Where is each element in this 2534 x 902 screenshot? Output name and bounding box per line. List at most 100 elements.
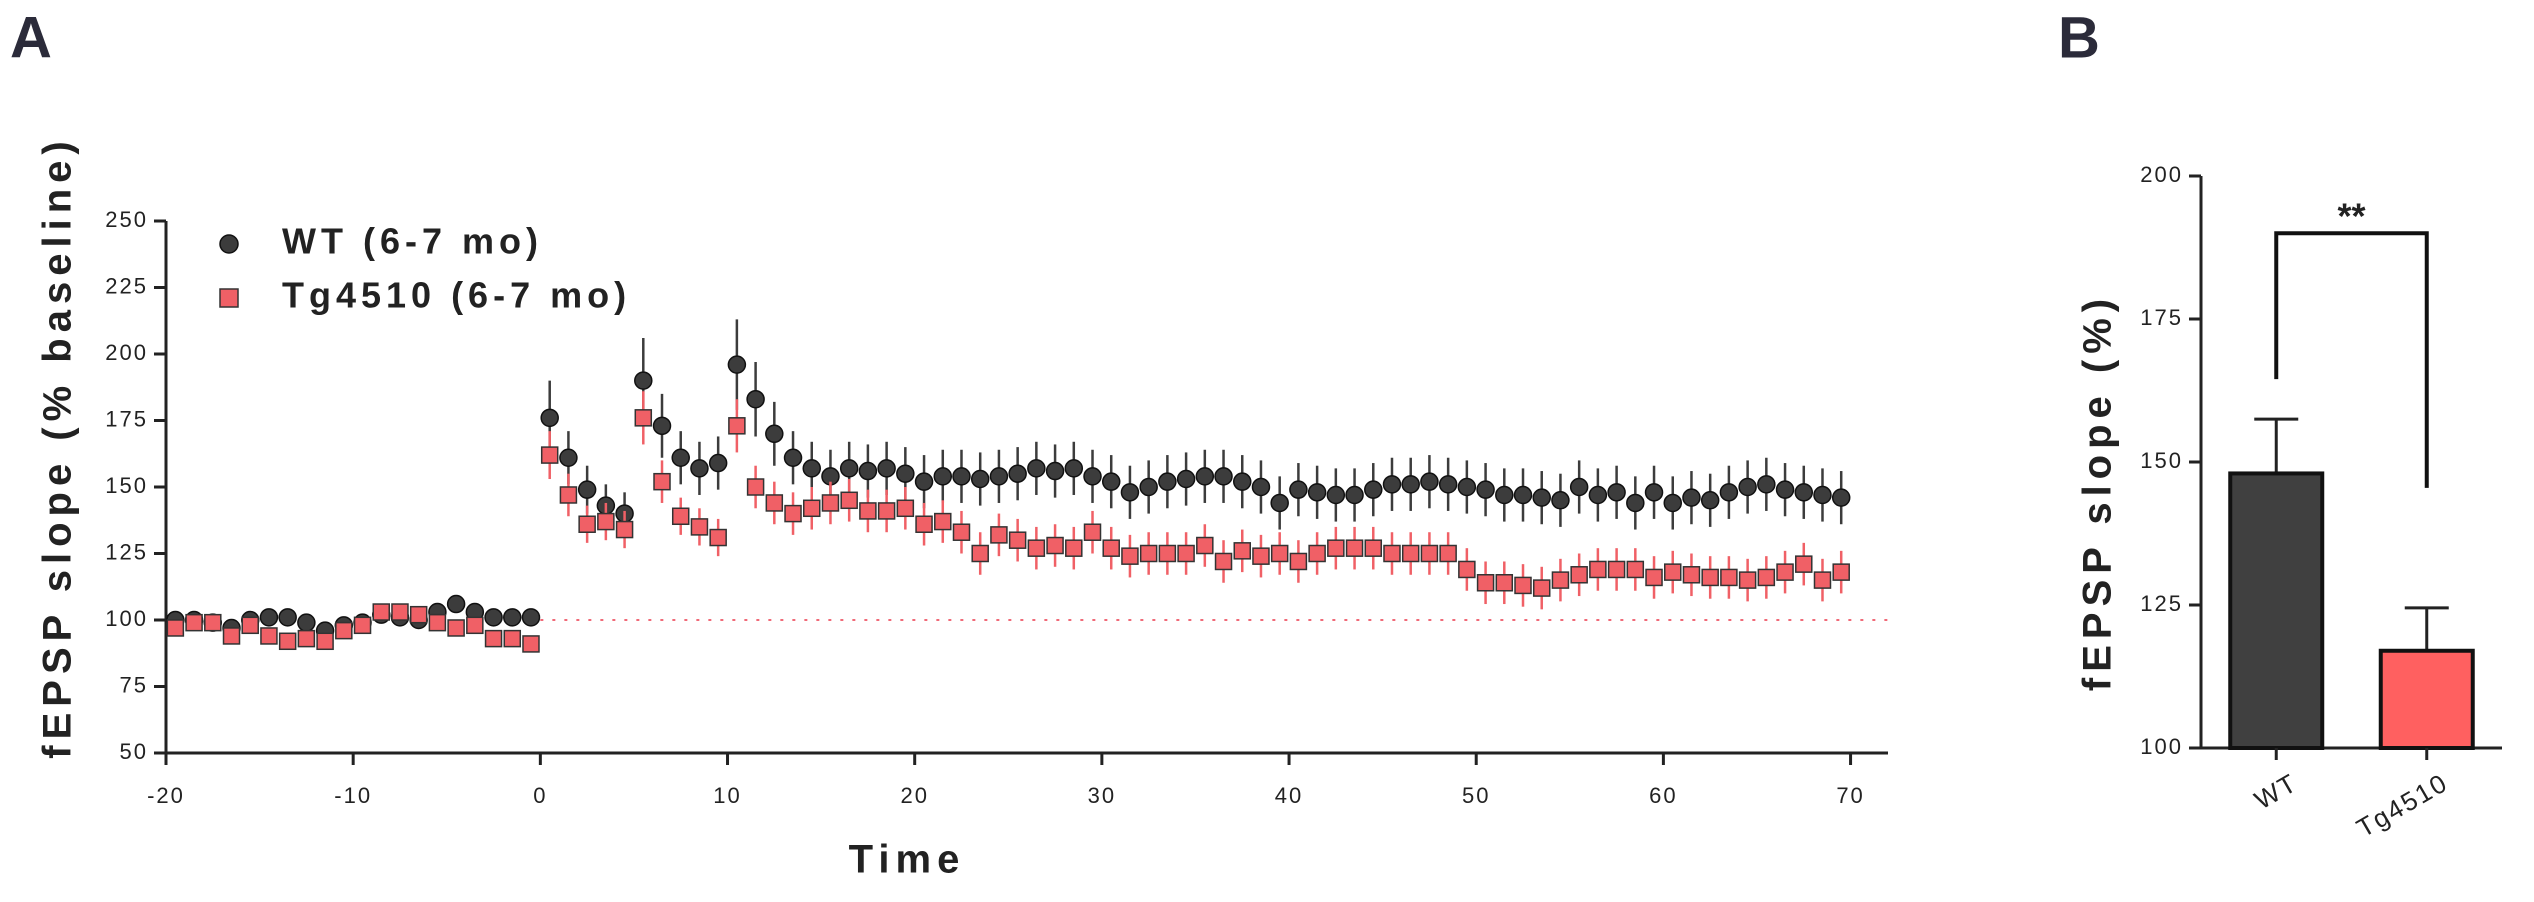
marker — [335, 621, 353, 640]
marker — [1757, 568, 1776, 587]
marker — [1700, 491, 1720, 510]
marker — [821, 494, 840, 512]
marker — [1083, 523, 1102, 541]
marker — [1831, 488, 1851, 507]
marker — [1476, 574, 1495, 592]
panel-label: B — [2058, 5, 2100, 70]
y-tick-label: 75 — [120, 672, 148, 697]
marker — [952, 523, 971, 541]
marker — [446, 594, 466, 614]
y-tick-label: 150 — [2140, 448, 2183, 473]
marker — [1476, 480, 1495, 499]
y-tick-label: 175 — [2140, 305, 2183, 330]
marker — [259, 608, 279, 627]
legend-marker — [219, 288, 239, 308]
marker — [1326, 485, 1346, 505]
marker — [1607, 560, 1626, 579]
marker — [1345, 485, 1364, 505]
marker — [1214, 552, 1233, 571]
y-tick-label: 150 — [105, 473, 148, 498]
marker — [1738, 477, 1757, 497]
x-tick-label: 40 — [1275, 783, 1303, 808]
marker — [652, 416, 672, 436]
y-tick-label: 100 — [2140, 734, 2183, 759]
legend-label: WT (6-7 mo) — [282, 221, 543, 262]
marker — [1158, 544, 1177, 563]
marker — [1626, 560, 1645, 579]
bar — [2228, 471, 2325, 750]
marker — [1327, 539, 1345, 557]
marker — [1570, 566, 1588, 584]
x-axis-label: Time — [849, 838, 966, 882]
marker — [765, 424, 784, 444]
marker — [597, 512, 615, 531]
marker — [503, 629, 522, 648]
marker — [1532, 488, 1551, 507]
marker — [1120, 483, 1140, 502]
marker — [1738, 571, 1757, 589]
marker — [1701, 568, 1719, 587]
marker — [166, 619, 185, 637]
marker — [1308, 544, 1326, 563]
marker — [1420, 544, 1439, 563]
marker — [1514, 576, 1532, 595]
marker — [1008, 531, 1027, 549]
legend-marker — [219, 234, 239, 254]
marker — [1233, 472, 1252, 491]
marker — [877, 459, 896, 478]
marker — [1457, 477, 1477, 497]
marker — [1307, 483, 1327, 502]
x-tick-label: 10 — [713, 783, 741, 808]
marker — [1121, 547, 1139, 565]
marker — [1139, 544, 1158, 563]
marker — [839, 459, 859, 478]
marker — [1589, 560, 1607, 579]
marker — [466, 616, 484, 635]
marker — [1664, 563, 1682, 581]
marker — [1513, 485, 1533, 505]
y-tick-label: 175 — [105, 406, 148, 431]
marker — [1813, 571, 1832, 589]
marker — [1720, 568, 1738, 587]
marker — [690, 518, 709, 536]
marker — [1401, 544, 1420, 563]
marker — [1813, 485, 1832, 505]
marker — [1139, 477, 1158, 497]
marker — [1364, 480, 1383, 499]
marker — [1495, 485, 1514, 505]
marker — [746, 389, 765, 409]
marker — [1195, 467, 1215, 486]
marker — [934, 512, 952, 531]
x-tick-label: 60 — [1649, 783, 1677, 808]
marker — [727, 355, 747, 374]
marker — [802, 459, 821, 478]
significance-label: ** — [2337, 196, 2365, 237]
marker — [1495, 574, 1514, 592]
marker — [1607, 483, 1626, 502]
marker — [260, 627, 278, 645]
marker — [1065, 539, 1083, 557]
marker — [1289, 480, 1308, 499]
marker — [634, 371, 653, 390]
x-tick-label: WT — [2249, 767, 2302, 815]
marker — [671, 507, 690, 526]
marker — [1027, 539, 1046, 557]
marker — [859, 502, 877, 520]
marker — [1626, 493, 1645, 513]
marker — [877, 502, 896, 520]
marker — [503, 608, 522, 627]
marker — [634, 409, 653, 427]
marker — [653, 472, 671, 491]
marker — [914, 472, 934, 491]
marker — [615, 520, 634, 539]
marker — [1158, 472, 1177, 491]
marker — [1177, 544, 1195, 563]
panel-label: A — [10, 5, 52, 70]
marker — [1345, 539, 1364, 557]
x-tick-label: Tg4510 — [2351, 767, 2453, 843]
marker — [1439, 544, 1457, 563]
y-tick-label: 225 — [105, 273, 148, 298]
x-tick-label: 30 — [1088, 783, 1116, 808]
marker — [765, 494, 784, 512]
marker — [353, 616, 372, 635]
